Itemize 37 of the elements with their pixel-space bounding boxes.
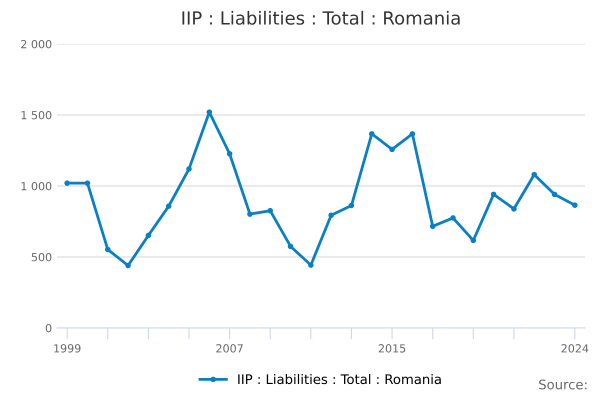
- point: [84, 180, 90, 186]
- y-tick-label: 0: [46, 324, 52, 332]
- y-tick-label: 2 000: [21, 40, 52, 48]
- point: [146, 232, 152, 238]
- y-tick-label: 1 500: [22, 110, 52, 120]
- point: [206, 109, 212, 115]
- chart-title: IIP : Liabilities : Total : Romania: [182, 10, 460, 25]
- point: [267, 208, 274, 214]
- point: [430, 224, 436, 230]
- point: [572, 202, 578, 208]
- y-tick-label: 500: [32, 252, 52, 262]
- point: [348, 202, 354, 208]
- point: [125, 262, 131, 268]
- point: [368, 131, 375, 137]
- point: [328, 212, 334, 218]
- point: [531, 172, 538, 178]
- point: [247, 211, 253, 217]
- point: [186, 166, 192, 172]
- y-tick-label: 1 000: [22, 182, 52, 190]
- point: [64, 180, 70, 186]
- x-tick-label: 2024: [562, 344, 588, 353]
- point: [410, 131, 416, 137]
- point: [450, 215, 456, 221]
- point: [511, 206, 517, 212]
- point: [470, 238, 476, 244]
- point: [552, 192, 558, 198]
- x-tick-label: 2015: [378, 344, 406, 353]
- point: [389, 146, 395, 152]
- x-tick-label: 1999: [54, 344, 81, 353]
- point: [104, 246, 111, 252]
- legend-label: IIP : Liabilities : Total : Romania: [238, 374, 441, 384]
- point: [166, 203, 172, 209]
- point: [226, 150, 232, 157]
- source-note: Source:: [539, 379, 586, 390]
- point: [288, 244, 294, 250]
- point: [490, 192, 496, 198]
- x-tick-label: 2007: [216, 344, 243, 353]
